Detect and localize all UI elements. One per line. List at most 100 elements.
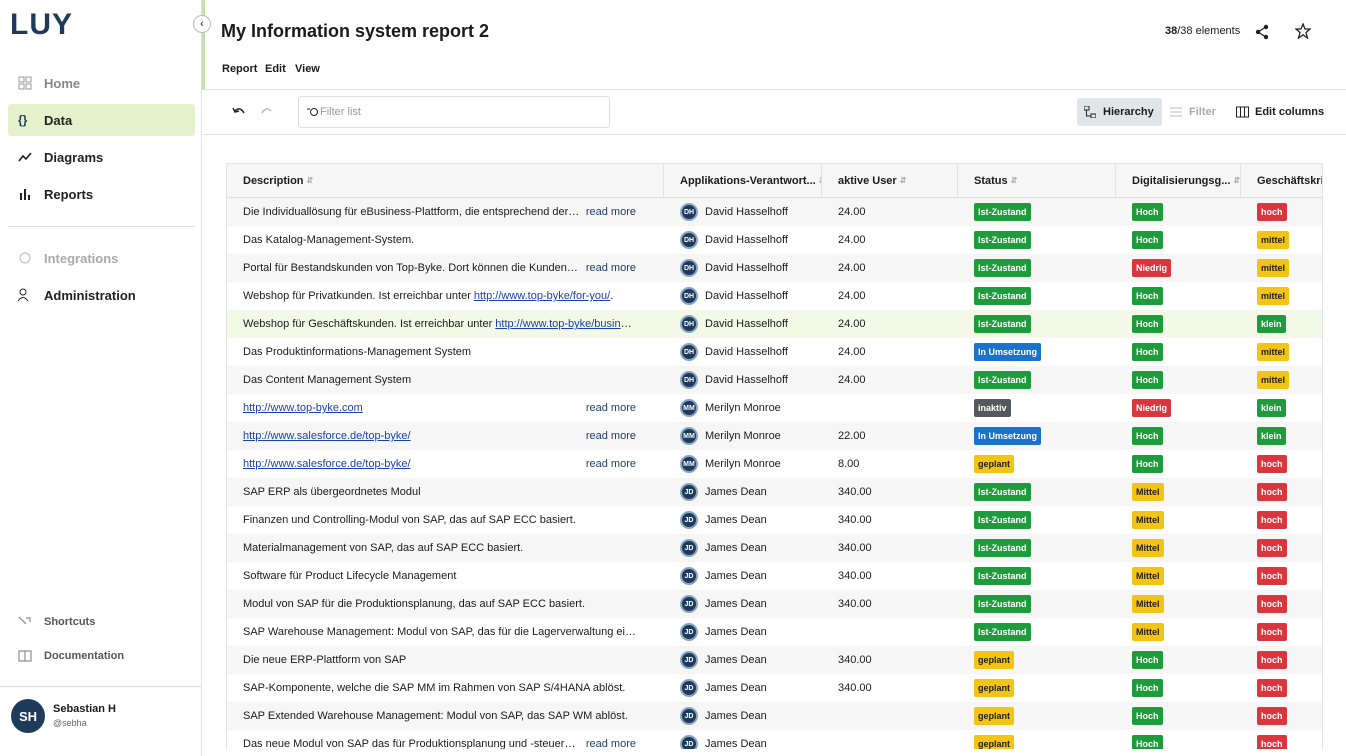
table-row[interactable]: Das neue Modul von SAP das für Produktio… [227, 730, 1322, 749]
status-badge: geplant [974, 651, 1014, 669]
digitalization-badge: Mittel [1132, 623, 1164, 641]
report-title: My Information system report 2 [221, 21, 489, 42]
criticality-badge-cell: hoch [1241, 702, 1323, 730]
label: Filter [1189, 106, 1216, 118]
link[interactable]: http://www.top-byke/for-you/ [474, 290, 610, 302]
digitalization-badge: Hoch [1132, 735, 1163, 749]
criticality-badge: mittel [1257, 371, 1289, 389]
menu-report[interactable]: Report [222, 63, 257, 75]
table-row[interactable]: Modul von SAP für die Produktionsplanung… [227, 590, 1322, 618]
table-row[interactable]: SAP-Komponente, welche die SAP MM im Rah… [227, 674, 1322, 702]
status-badge-cell: Ist-Zustand [958, 506, 1116, 534]
table-row[interactable]: Das Katalog-Management-System.DHDavid Ha… [227, 226, 1322, 254]
column-header[interactable]: aktive User⇵ [822, 164, 958, 197]
read-more[interactable]: read more [586, 738, 636, 749]
digitalization-badge-cell: Hoch [1116, 450, 1241, 478]
column-title: aktive User [838, 175, 897, 187]
criticality-badge: hoch [1257, 595, 1287, 613]
users-cell: 24.00 [822, 282, 958, 310]
nav-diagrams[interactable]: Diagrams [8, 141, 195, 173]
hierarchy-button[interactable]: Hierarchy [1077, 98, 1162, 126]
link[interactable]: http://www.salesforce.de/top-byke/ [243, 458, 411, 470]
collapse-button[interactable]: ‹ [193, 15, 211, 33]
read-more[interactable]: read more [586, 206, 636, 218]
status-badge: Ist-Zustand [974, 623, 1031, 641]
table-row[interactable]: Finanzen und Controlling-Modul von SAP, … [227, 506, 1322, 534]
owner-cell: JDJames Dean [664, 618, 822, 646]
menu-view[interactable]: View [295, 63, 320, 75]
owner-name: James Dean [705, 542, 767, 554]
description-text: Webshop für Geschäftskunden. Ist erreich… [243, 318, 492, 330]
table-row[interactable]: http://www.top-byke.comread moreMMMerily… [227, 394, 1322, 422]
column-header[interactable]: Description⇵ [227, 164, 664, 197]
status-badge-cell: geplant [958, 646, 1116, 674]
table-row[interactable]: Webshop für Privatkunden. Ist erreichbar… [227, 282, 1322, 310]
favorite-button[interactable] [1295, 23, 1311, 39]
nav-reports[interactable]: Reports [8, 178, 195, 210]
sidebar: LUY Home {}Data Diagrams Reports Integra… [0, 0, 202, 756]
user-avatar[interactable]: SH [11, 699, 45, 733]
read-more[interactable]: read more [586, 430, 636, 442]
description: Portal für Bestandskunden von Top-Byke. … [243, 262, 580, 274]
filter-button[interactable]: Filter [1163, 98, 1224, 126]
link[interactable]: http://www.top-byke.com [243, 402, 363, 414]
description: Das Content Management System [243, 374, 636, 386]
nav-data[interactable]: {}Data [8, 104, 195, 136]
read-more[interactable]: read more [586, 458, 636, 470]
nav-integrations[interactable]: Integrations [8, 242, 195, 274]
redo[interactable] [260, 105, 274, 119]
description-text: SAP Warehouse Management: Modul von SAP,… [243, 626, 636, 638]
criticality-badge-cell: mittel [1241, 226, 1323, 254]
criticality-badge: hoch [1257, 539, 1287, 557]
digitalization-badge: Hoch [1132, 455, 1163, 473]
nav-documentation[interactable]: Documentation [8, 640, 195, 672]
digitalization-badge: Hoch [1132, 371, 1163, 389]
owner-name: Merilyn Monroe [705, 430, 781, 442]
column-header[interactable]: Geschäftskritik [1241, 164, 1323, 197]
table-row[interactable]: http://www.salesforce.de/top-byke/read m… [227, 450, 1322, 478]
criticality-badge-cell: hoch [1241, 618, 1323, 646]
nav-shortcuts[interactable]: Shortcuts [8, 606, 195, 638]
description-cell: Materialmanagement von SAP, das auf SAP … [227, 534, 664, 562]
read-more[interactable]: read more [586, 402, 636, 414]
edit-columns-button[interactable]: Edit columns [1229, 98, 1332, 126]
link[interactable]: http://www.top-byke/business/ [495, 318, 636, 330]
table-row[interactable]: Das Content Management SystemDHDavid Has… [227, 366, 1322, 394]
table-row[interactable]: SAP Extended Warehouse Management: Modul… [227, 702, 1322, 730]
column-header[interactable]: Status⇵ [958, 164, 1116, 197]
status-badge: Ist-Zustand [974, 567, 1031, 585]
table-row[interactable]: Portal für Bestandskunden von Top-Byke. … [227, 254, 1322, 282]
users-cell: 24.00 [822, 310, 958, 338]
digitalization-badge: Hoch [1132, 707, 1163, 725]
table-row[interactable]: Die Individuallösung für eBusiness-Platt… [227, 198, 1322, 226]
table-row[interactable]: http://www.salesforce.de/top-byke/read m… [227, 422, 1322, 450]
undo[interactable] [232, 105, 246, 119]
table-row[interactable]: Webshop für Geschäftskunden. Ist erreich… [227, 310, 1322, 338]
digitalization-badge-cell: Hoch [1116, 198, 1241, 226]
owner-cell: DHDavid Hasselhoff [664, 310, 822, 338]
digitalization-badge-cell: Hoch [1116, 646, 1241, 674]
users-cell: 340.00 [822, 534, 958, 562]
column-header[interactable]: Applikations-Verantwort...⇵ [664, 164, 822, 197]
description-cell: Modul von SAP für die Produktionsplanung… [227, 590, 664, 618]
menu-edit[interactable]: Edit [265, 63, 286, 75]
table-row[interactable]: SAP ERP als übergeordnetes ModulJDJames … [227, 478, 1322, 506]
read-more[interactable]: read more [586, 262, 636, 274]
table-row[interactable]: Software für Product Lifecycle Managemen… [227, 562, 1322, 590]
nav-home[interactable]: Home [8, 67, 195, 99]
table-row[interactable]: SAP Warehouse Management: Modul von SAP,… [227, 618, 1322, 646]
link[interactable]: http://www.salesforce.de/top-byke/ [243, 430, 411, 442]
table-row[interactable]: Materialmanagement von SAP, das auf SAP … [227, 534, 1322, 562]
table-row[interactable]: Das Produktinformations-Management Syste… [227, 338, 1322, 366]
table-row[interactable]: Die neue ERP-Plattform von SAPJDJames De… [227, 646, 1322, 674]
nav-administration[interactable]: Administration [8, 279, 195, 311]
status-badge-cell: Ist-Zustand [958, 310, 1116, 338]
users-cell: 24.00 [822, 338, 958, 366]
criticality-badge: hoch [1257, 623, 1287, 641]
status-badge: Ist-Zustand [974, 203, 1031, 221]
column-header[interactable]: Digitalisierungsg...⇵ [1116, 164, 1241, 197]
description-text: SAP ERP als übergeordnetes Modul [243, 486, 421, 498]
filter-input[interactable]: Filter list [298, 96, 610, 128]
share-button[interactable] [1254, 24, 1270, 40]
active-users: 340.00 [838, 570, 872, 582]
